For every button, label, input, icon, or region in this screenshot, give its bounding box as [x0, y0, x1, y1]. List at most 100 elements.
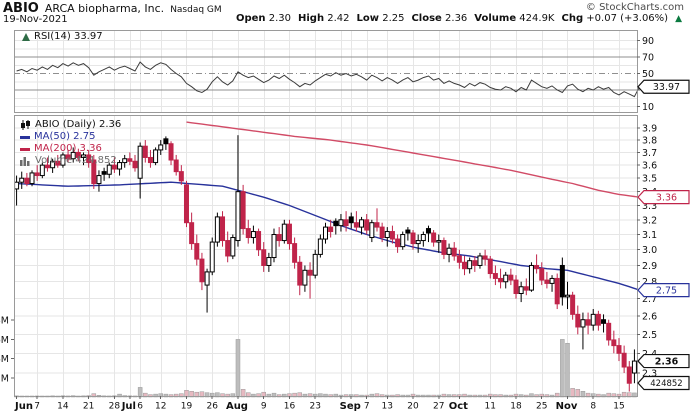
svg-text:3.36: 3.36: [656, 193, 677, 204]
legend-ma50-label: MA(50) 2.75: [34, 131, 96, 142]
quote-strip: Open 2.30 High 2.42 Low 2.25 Close 2.36 …: [236, 13, 682, 24]
svg-text:Nov: Nov: [556, 401, 578, 412]
change-up-arrow-icon: ▲: [675, 14, 682, 24]
svg-text:19: 19: [181, 402, 193, 412]
exchange-name: Nasdaq GM: [170, 5, 222, 15]
svg-text:8: 8: [590, 402, 596, 412]
svg-text:28: 28: [109, 402, 121, 412]
legend-symbol-row: ABIO (Daily) 2.36: [20, 119, 121, 131]
svg-text:2.9: 2.9: [642, 261, 657, 272]
svg-text:8M: 8M: [0, 316, 9, 327]
candlesticks: [14, 135, 637, 392]
x-axis-labels: Jun 7 14 21 28 Jul 6 12 19 26 Aug 9 16 23 Sep 7 13 20 27 Oc…: [14, 396, 625, 412]
rsi-line: [16, 61, 641, 98]
svg-text:3.0: 3.0: [642, 245, 657, 256]
ma50-line: [16, 181, 640, 291]
svg-text:2.3: 2.3: [642, 369, 657, 380]
svg-text:11: 11: [485, 402, 496, 412]
ma-value-tag: [637, 190, 690, 205]
quote-change: Chg +0.07 (+3.06%): [561, 13, 669, 24]
svg-text:6M: 6M: [0, 335, 9, 346]
copyright-text: © StockCharts.com: [585, 2, 684, 13]
svg-text:18: 18: [510, 402, 522, 412]
quote-open: Open 2.30: [235, 13, 291, 24]
rsi-value-tag: [637, 79, 690, 94]
ticker-symbol: ABIO: [3, 1, 39, 16]
svg-text:2.75: 2.75: [656, 286, 677, 297]
svg-text:21: 21: [83, 402, 94, 412]
svg-text:6: 6: [137, 402, 143, 412]
rsi-legend: RSI(14) 33.97: [22, 31, 103, 42]
svg-text:3.8: 3.8: [642, 136, 657, 147]
svg-text:2.36: 2.36: [655, 357, 679, 368]
svg-text:50: 50: [642, 69, 654, 80]
svg-text:9: 9: [261, 402, 267, 412]
svg-text:10: 10: [642, 102, 654, 113]
svg-text:2.6: 2.6: [642, 312, 657, 323]
rsi-gridlines: [14, 40, 637, 107]
quote-close: Close 2.36: [411, 13, 468, 24]
svg-text:2.8: 2.8: [642, 277, 657, 288]
svg-text:3.5: 3.5: [642, 174, 657, 185]
value-tags: 33.97 3.36 2.75 2.36 424852: [637, 79, 690, 391]
chart-date: 19-Nov-2021: [3, 14, 68, 25]
price-axis-labels: 3.93.83.73.63.53.43.33.23.13.02.92.82.72…: [637, 124, 657, 380]
quote-low: Low 2.25: [356, 13, 405, 24]
ma50-line-icon: [20, 135, 30, 139]
vertical-gridlines: [37, 30, 620, 396]
svg-text:27: 27: [433, 402, 444, 412]
svg-text:4M: 4M: [0, 354, 9, 365]
rsi-legend-label: RSI(14) 33.97: [34, 31, 103, 42]
volume-value-tag: [637, 375, 690, 391]
svg-text:12: 12: [155, 402, 166, 412]
company-name: ARCA biopharma, Inc.: [44, 2, 165, 15]
volume-axis-labels: 8M 6M 4M 2M: [0, 316, 14, 384]
svg-text:7: 7: [364, 402, 370, 412]
legend-volume-label: Volume 424,852: [35, 155, 117, 166]
svg-text:70: 70: [642, 53, 654, 64]
svg-text:3.7: 3.7: [642, 148, 657, 159]
svg-text:2.7: 2.7: [642, 294, 657, 305]
svg-text:2M: 2M: [0, 373, 9, 384]
svg-text:424852: 424852: [650, 379, 682, 389]
svg-text:Jun: Jun: [14, 401, 33, 412]
volume-bars: [14, 339, 637, 398]
svg-text:Sep: Sep: [340, 401, 361, 412]
svg-text:20: 20: [407, 402, 419, 412]
svg-text:13: 13: [382, 402, 393, 412]
legend-ma50-row: MA(50) 2.75: [20, 131, 121, 143]
legend-ma200-label: MA(200) 3.36: [34, 143, 102, 154]
chart-header: ABIO ARCA biopharma, Inc. Nasdaq GM: [3, 1, 222, 16]
svg-text:3.1: 3.1: [642, 230, 657, 241]
svg-text:Jul: Jul: [121, 401, 136, 412]
rsi-axis-labels: 9070503010: [637, 36, 654, 113]
legend-volume-row: Volume 424,852: [20, 155, 121, 167]
svg-text:15: 15: [613, 402, 624, 412]
ma200-line-icon: [20, 147, 30, 151]
candlestick-icon: [21, 120, 30, 130]
ma-value-tag: [637, 283, 690, 298]
svg-text:Aug: Aug: [226, 401, 248, 412]
close-value-tag: [637, 353, 690, 369]
quote-high: High 2.42: [298, 13, 350, 24]
price-legend: ABIO (Daily) 2.36 MA(50) 2.75 MA(200) 3.…: [20, 119, 121, 167]
panel-borders: [14, 30, 638, 397]
svg-text:90: 90: [642, 36, 654, 47]
svg-text:2.5: 2.5: [642, 330, 657, 341]
svg-text:3.2: 3.2: [642, 215, 657, 226]
svg-text:3.3: 3.3: [642, 201, 657, 212]
volume-bars-icon: [20, 156, 30, 166]
svg-text:Oct: Oct: [449, 401, 468, 412]
svg-text:3.9: 3.9: [642, 124, 657, 135]
quote-volume: Volume 424.9K: [474, 13, 555, 24]
legend-symbol-label: ABIO (Daily) 2.36: [35, 119, 122, 130]
legend-ma200-row: MA(200) 3.36: [20, 143, 121, 155]
rsi-indicator-icon: [22, 32, 30, 41]
svg-text:26: 26: [207, 402, 219, 412]
svg-text:16: 16: [284, 402, 296, 412]
svg-text:3.6: 3.6: [642, 161, 657, 172]
svg-text:33.97: 33.97: [653, 82, 680, 93]
svg-text:14: 14: [57, 402, 69, 412]
